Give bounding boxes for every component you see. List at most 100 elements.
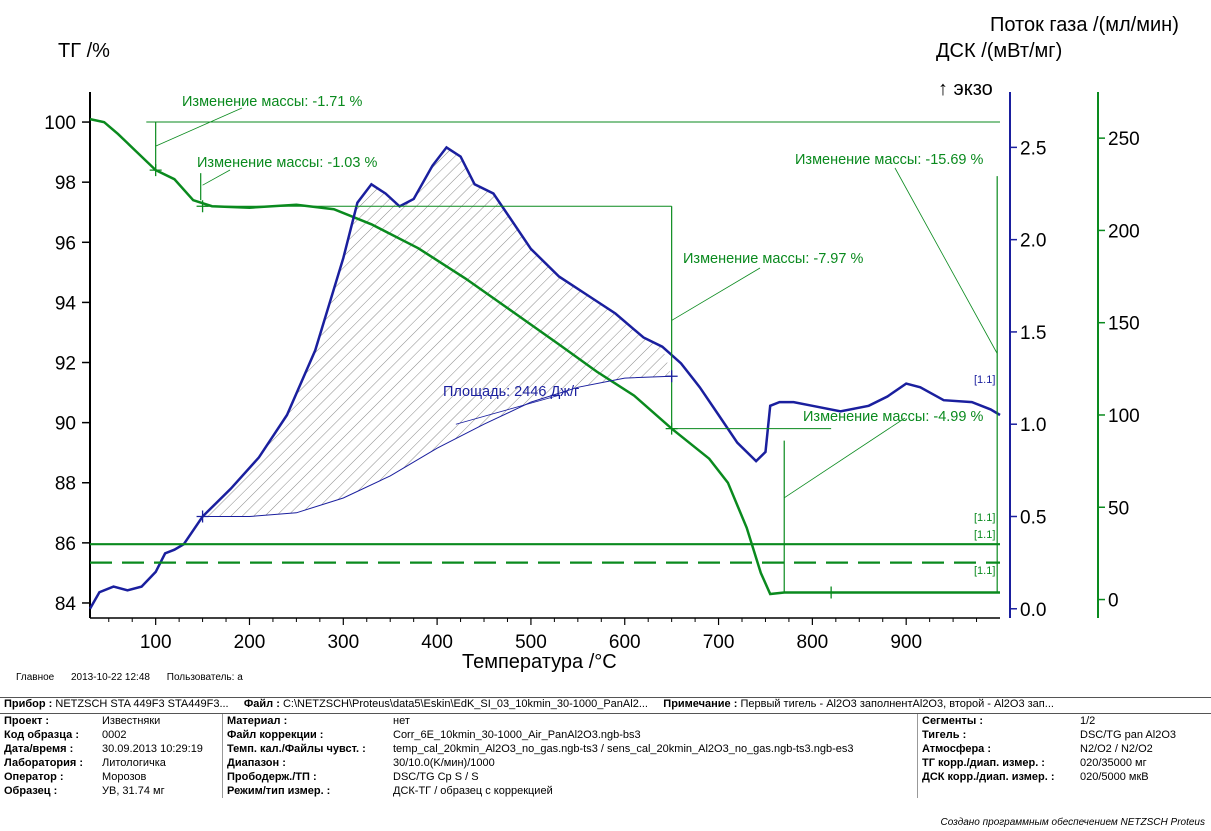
gas-tick-label: 50 [1108, 498, 1129, 519]
cross-marker [665, 370, 678, 383]
metadata-header-row: Прибор : NETZSCH STA 449F3 STA449F3... Ф… [0, 697, 1211, 714]
meta-label: Прободерж./ТП : [227, 771, 317, 783]
mass-change-label: Изменение массы: -4.99 % [803, 409, 983, 425]
dsc-tick-label: 1.0 [1020, 415, 1046, 436]
dsc-axis-title: ДСК /(мВт/мг) [936, 40, 1063, 62]
peak-area-hatch [202, 147, 672, 517]
series-line-1 [88, 145, 1001, 610]
meta-value: DSC/TG pan Al2O3 [1080, 729, 1176, 741]
meta-label: Код образца : [4, 729, 80, 741]
tg-tick-label: 94 [55, 293, 77, 314]
tg-axis-title: ТГ /% [58, 40, 110, 62]
area-leader-line [455, 394, 561, 425]
leader-line [784, 417, 906, 499]
series-line-2 [202, 375, 672, 517]
meta-label: Оператор : [4, 771, 64, 783]
mass-change-label: Изменение массы: -7.97 % [683, 251, 863, 267]
segment-marker: [1.1] [974, 529, 995, 541]
tg-tick-label: 100 [44, 113, 76, 134]
meta-label: Файл коррекции : [227, 729, 324, 741]
segment-marker: [1.1] [974, 512, 995, 524]
file-value: C:\NETZSCH\Proteus\data5\Eskin\EdK_SI_03… [282, 698, 648, 710]
meta-value: 30/10.0(K/мин)/1000 [389, 756, 918, 770]
cross-marker [196, 510, 209, 523]
tg-tick-label: 98 [55, 173, 76, 194]
x-tick-label: 900 [890, 632, 922, 653]
meta-label: Материал : [227, 715, 288, 727]
tg-tick-label: 96 [55, 233, 76, 254]
mass-change-label: Изменение массы: -15.69 % [795, 152, 984, 168]
series-line-0 [89, 117, 1000, 596]
meta-value: 30.09.2013 10:29:19 [98, 742, 223, 756]
x-tick-label: 600 [609, 632, 641, 653]
meta-value [1076, 784, 1211, 798]
cross-marker [825, 586, 838, 599]
metadata-row: Проект : Известняки Материал : нет Сегме… [0, 713, 1211, 728]
mass-change-label: Изменение массы: -1.71 % [182, 94, 362, 110]
file-label: Файл : [243, 698, 280, 710]
dsc-tick-label: 2.5 [1020, 138, 1046, 159]
tg-tick-label: 92 [55, 354, 76, 375]
segment-marker: [1.1] [974, 565, 995, 577]
metadata-table: Прибор : NETZSCH STA 449F3 STA449F3... Ф… [0, 697, 1211, 798]
meta-value: нет [389, 713, 918, 728]
meta-label: Сегменты : [922, 715, 984, 727]
gas-tick-label: 150 [1108, 314, 1140, 335]
gas-tick-label: 250 [1108, 129, 1140, 150]
meta-value: Литологичка [98, 756, 223, 770]
dsc-tick-label: 0.5 [1020, 507, 1046, 528]
meta-value: 020/5000 мкВ [1080, 771, 1149, 783]
tg-tick-label: 90 [55, 414, 76, 435]
meta-value: temp_cal_20kmin_Al2O3_no_gas.ngb-ts3 / s… [389, 742, 918, 756]
meta-value: Морозов [98, 770, 223, 784]
mass-change-label: Изменение массы: -1.03 % [197, 155, 377, 171]
area-label: Площадь: 2446 Дж/г [443, 384, 579, 400]
footer-datetime: 2013-10-22 12:48 [71, 672, 150, 683]
device-label: Прибор : [4, 698, 53, 710]
x-tick-label: 300 [327, 632, 359, 653]
x-tick-label: 100 [140, 632, 172, 653]
metadata-row: Образец : УВ, 31.74 мг Режим/тип измер. … [0, 784, 1211, 798]
tg-tick-label: 86 [55, 534, 76, 555]
footer-main: Главное [16, 672, 55, 683]
x-tick-label: 500 [515, 632, 547, 653]
x-tick-label: 700 [703, 632, 735, 653]
meta-label [918, 784, 1077, 798]
tg-tick-label: 88 [55, 474, 76, 495]
note-label: Примечание : [663, 698, 738, 710]
meta-label: Атмосфера : [922, 743, 992, 755]
leader-line [894, 167, 998, 354]
leader-line [202, 169, 231, 186]
leader-line [671, 267, 761, 321]
x-axis-title: Температура /°C [462, 651, 617, 673]
exo-label: ↑ экзо [938, 78, 993, 100]
cross-marker [196, 200, 209, 213]
meta-value: 0002 [98, 728, 223, 742]
metadata-row: Оператор : Морозов Прободерж./ТП : DSC/T… [0, 770, 1211, 784]
leader-line [155, 107, 243, 147]
metadata-row: Код образца : 0002 Файл коррекции : Corr… [0, 728, 1211, 742]
x-tick-label: 400 [421, 632, 453, 653]
gas-tick-label: 100 [1108, 406, 1140, 427]
meta-label: Тигель : [922, 729, 967, 741]
meta-value: Corr_6E_10kmin_30-1000_Air_PanAl2O3.ngb-… [389, 728, 918, 742]
note-value: Первый тигель - Al2O3 заполнентAl2O3, вт… [740, 698, 1054, 710]
x-tick-label: 800 [797, 632, 829, 653]
segment-marker: [1.1] [974, 374, 995, 386]
tg-tick-label: 84 [55, 594, 77, 615]
meta-label: ДСК корр./диап. измер. : [922, 771, 1055, 783]
meta-value: N2/O2 / N2/O2 [1080, 743, 1153, 755]
cross-marker [665, 422, 678, 435]
metadata-row: Дата/время : 30.09.2013 10:29:19 Темп. к… [0, 742, 1211, 756]
meta-label: Режим/тип измер. : [227, 785, 331, 797]
dsc-tick-label: 0.0 [1020, 600, 1046, 621]
cross-marker [149, 164, 162, 177]
meta-label: Образец : [4, 785, 58, 797]
meta-label: ТГ корр./диап. измер. : [922, 757, 1045, 769]
meta-value: 1/2 [1080, 715, 1096, 727]
meta-label: Лаборатория : [4, 757, 84, 769]
gas-tick-label: 0 [1108, 591, 1119, 612]
dsc-tick-label: 1.5 [1020, 323, 1046, 344]
gas-tick-label: 200 [1108, 221, 1140, 242]
